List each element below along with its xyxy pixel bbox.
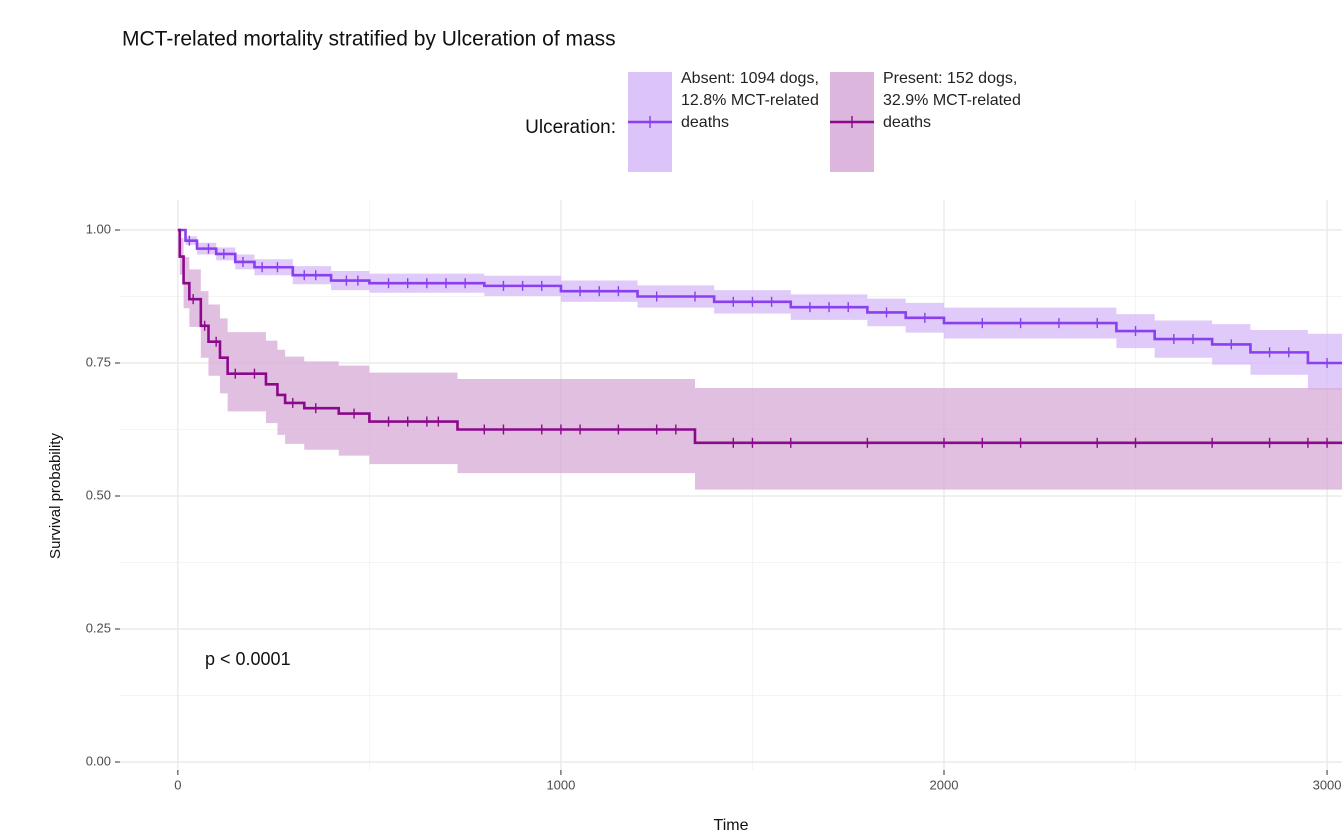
x-axis-label: Time (714, 817, 749, 834)
y-axis-label: Survival probability (47, 433, 64, 559)
plot (177, 228, 1342, 490)
x-tick-label: 3000 (1313, 777, 1342, 792)
x-tick-label: 2000 (930, 777, 959, 792)
survival-line (177, 228, 1342, 365)
y-tick-label: 0.00 (86, 753, 111, 768)
legend-label: Present: 152 dogs, 32.9% MCT-related dea… (883, 70, 1021, 131)
y-tick-label: 0.50 (86, 487, 111, 502)
confidence-band (177, 230, 1342, 490)
legend-label: Absent: 1094 dogs, 12.8% MCT-related dea… (681, 70, 819, 131)
chart-title: MCT-related mortality stratified by Ulce… (122, 28, 616, 51)
y-tick-label: 0.25 (86, 620, 111, 635)
annotation: p < 0.0001 (205, 649, 291, 669)
x-tick-label: 0 (174, 777, 181, 792)
survival-line (177, 228, 1342, 445)
x-tick-label: 1000 (546, 777, 575, 792)
y-tick-label: 0.75 (86, 354, 111, 369)
confidence-band (177, 230, 1342, 390)
legend-title: Ulceration: (525, 117, 616, 138)
y-tick-label: 1.00 (86, 221, 111, 236)
